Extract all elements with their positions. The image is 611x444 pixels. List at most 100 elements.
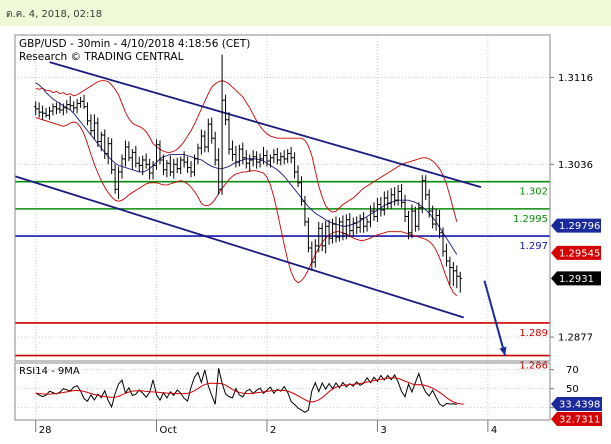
ohlc-bar: [348, 213, 352, 238]
date-tick-label: 4: [491, 425, 497, 436]
ohlc-bar: [213, 131, 217, 166]
ohlc-bar: [58, 102, 62, 114]
ohlc-bar: [313, 239, 318, 268]
ohlc-bar: [306, 217, 311, 253]
ohlc-bar: [330, 218, 335, 244]
level-label: 1.289: [519, 328, 548, 339]
bollinger-lower-line: [35, 117, 458, 297]
support-resistance-levels: 1.302 1.2995 1.297 1.289 1.286: [15, 180, 550, 372]
ohlc-bar: [82, 94, 86, 109]
ohlc-bar: [258, 153, 262, 168]
ohlc-bar: [209, 117, 214, 144]
ohlc-bar: [251, 150, 255, 167]
ohlc-bar: [85, 102, 90, 126]
chart-titles: GBP/USD - 30min - 4/10/2018 4:18:56 (CET…: [19, 38, 250, 377]
ohlc-bar: [444, 243, 449, 267]
ohlc-bar: [354, 216, 359, 234]
ohlc-bar: [372, 202, 376, 221]
ohlc-bar: [278, 152, 283, 166]
ohlc-bar: [254, 151, 259, 169]
rsi-ma-line: [35, 377, 464, 405]
price-tag-label: 1.29545: [559, 248, 600, 259]
price-tag-box: [551, 218, 601, 233]
ohlc-bar: [403, 194, 407, 222]
ohlc-bar: [368, 205, 373, 228]
ohlc-bar: [396, 184, 400, 206]
ohlc-bar: [134, 145, 138, 168]
ohlc-bar: [158, 140, 162, 165]
rsi-label: RSI14 - 9MA: [19, 366, 80, 377]
top-bar: ต.ค. 4, 2018, 02:18: [0, 0, 611, 26]
ohlc-bar: [92, 114, 97, 140]
ohlc-bar: [382, 191, 387, 216]
ohlc-bar: [44, 107, 48, 118]
ohlc-bar: [206, 118, 211, 153]
ohlc-bar: [147, 158, 152, 180]
price-tag-label: 1.29796: [559, 221, 600, 232]
ohlc-bar: [265, 150, 269, 167]
ohlc-bar: [51, 103, 55, 116]
ohlc-bar: [234, 145, 238, 168]
date-tick-label: 3: [380, 425, 386, 436]
ohlc-bar: [244, 150, 249, 169]
ohlc-bar: [448, 256, 452, 285]
level-label: 1.286: [519, 361, 548, 372]
trend-channel: [14, 61, 482, 319]
level-label: 1.2995: [513, 214, 548, 225]
ohlc-bar: [154, 139, 159, 170]
ohlc-bars: [33, 54, 463, 293]
ohlc-bar: [171, 158, 176, 179]
ohlc-bar: [272, 149, 276, 164]
rsi-tag: 32.7311: [551, 412, 602, 426]
ohlc-bar: [358, 214, 362, 233]
ohlc-bar: [296, 165, 300, 188]
ohlc-bar: [275, 148, 280, 165]
ohlc-bar: [458, 271, 463, 293]
ohlc-bar: [341, 215, 345, 241]
ohlc-bar: [268, 154, 273, 168]
date-tick-label: 28: [39, 425, 52, 436]
price-tag: 1.29796: [551, 218, 601, 233]
ohlc-bar: [137, 156, 142, 172]
rsi-tag-box: [551, 397, 602, 411]
ohlc-bar: [351, 217, 356, 238]
ohlc-bar: [399, 183, 404, 208]
ohlc-bar: [310, 241, 314, 271]
chart-frame: [14, 34, 551, 421]
indicator-lines: [35, 80, 458, 297]
ohlc-bar: [130, 149, 135, 170]
ohlc-bar: [151, 161, 155, 180]
ohlc-bar: [37, 102, 41, 118]
ohlc-bar: [165, 159, 169, 178]
forecast-arrow-shaft: [483, 280, 507, 356]
price-tag-box: [551, 245, 601, 260]
ohlc-bar: [54, 102, 59, 115]
channel-lower-line: [14, 175, 464, 319]
ohlc-bar: [140, 155, 145, 176]
price-tag-label: 1.2931: [559, 274, 594, 285]
ohlc-bar: [385, 190, 390, 209]
forecast-arrow: [483, 280, 507, 356]
ohlc-bar: [389, 188, 394, 209]
ohlc-bar: [96, 117, 100, 147]
ohlc-bar: [289, 146, 293, 164]
ohlc-bar: [316, 221, 321, 253]
ohlc-bar: [120, 154, 124, 179]
chart-title: GBP/USD - 30min - 4/10/2018 4:18:56 (CET…: [19, 38, 250, 50]
price-tick-label: 1.3036: [558, 160, 593, 171]
ohlc-bar: [127, 141, 131, 162]
ohlc-bar: [434, 208, 438, 231]
forecast-arrow-head: [499, 346, 507, 356]
bollinger-upper-line: [35, 80, 458, 223]
ohlc-bar: [437, 209, 442, 239]
date-tick-label: 2: [270, 425, 276, 436]
ohlc-bar: [237, 144, 242, 167]
ohlc-bar: [203, 130, 207, 153]
rsi-tick-label: 50: [566, 384, 579, 395]
chart-subtitle: Research © TRADING CENTRAL: [19, 51, 184, 63]
ohlc-bar: [247, 154, 252, 172]
axes: 1.3116 1.3036 1.2877 28 Oct 2 3 4 1.29796 1.29545…: [35, 73, 601, 436]
ohlc-bar: [68, 95, 73, 110]
ohlc-bar: [64, 100, 69, 114]
